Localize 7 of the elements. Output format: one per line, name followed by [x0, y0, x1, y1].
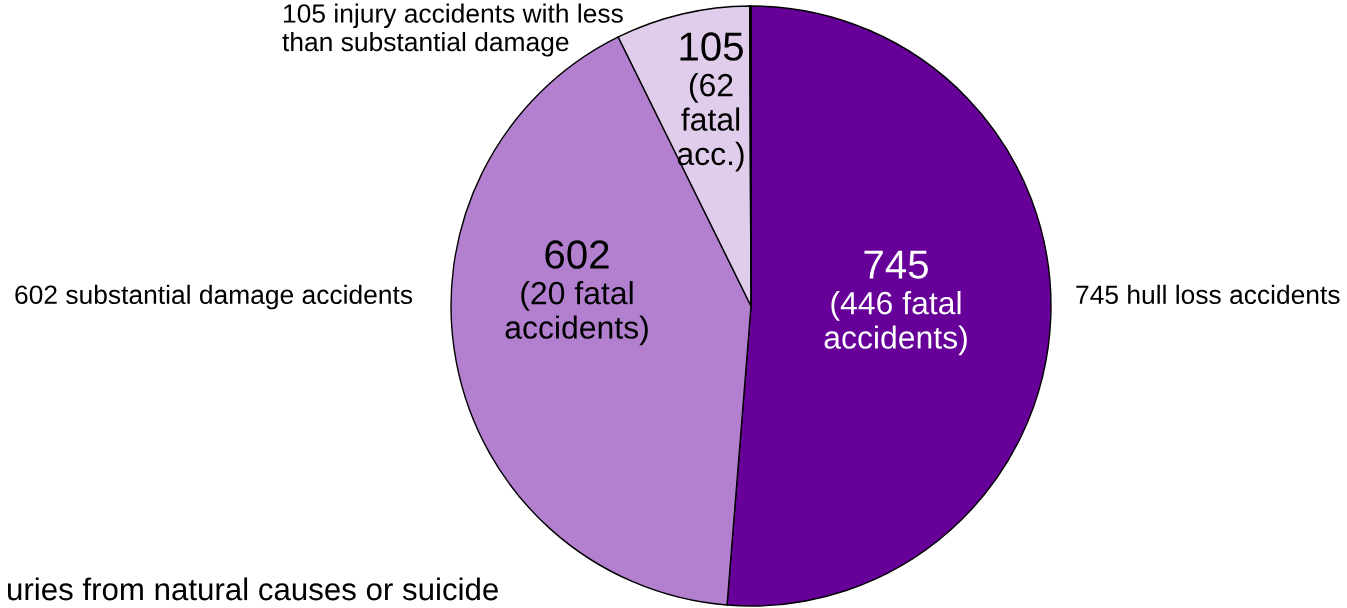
text: uries from natural causes or suicide: [8, 577, 498, 601]
data-label: 602 (20 fatal accidents): [505, 240, 648, 346]
data-label: 105 (62 fatal acc.): [677, 32, 744, 172]
slice-label: 745 hull loss accidents: [1076, 284, 1340, 305]
slice-label: 602 substantial damage accidents: [15, 284, 413, 310]
slice-label: 105 injury accidents with less than substantial damage: [282, 3, 623, 57]
data-label: 745 (446 fatal accidents): [824, 250, 967, 356]
